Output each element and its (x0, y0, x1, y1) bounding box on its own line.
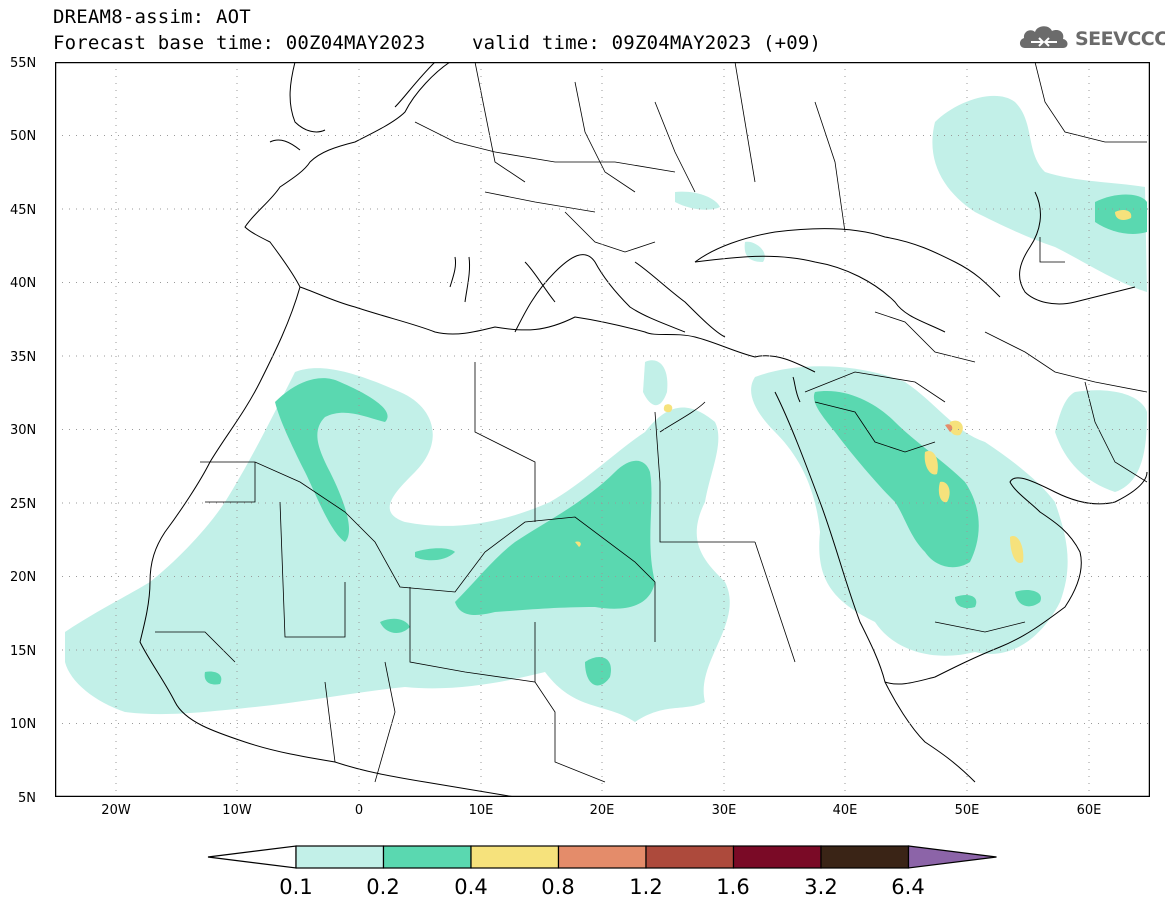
lon-label: 60E (1077, 803, 1102, 818)
lat-label: 20N (10, 570, 36, 585)
colorbar-cell (470, 845, 560, 869)
colorbar-cell (732, 845, 822, 869)
axis-labels: 55N 50N 45N 40N 35N 30N 25N 20N 15N 10N … (10, 56, 1101, 818)
lon-label: 40E (833, 803, 858, 818)
aot-field-0.2-0.4 (204, 194, 1147, 686)
longitude-labels: 20W 10W 0 10E 20E 30E 40E 50E 60E (101, 803, 1101, 818)
aot-field-0.8-1.2 (945, 424, 953, 432)
colorbar-cell (645, 845, 735, 869)
colorbar-over-triangle (907, 845, 997, 869)
colorbar-label: 1.6 (716, 875, 749, 898)
colorbar-cell (557, 845, 647, 869)
coastlines (139, 62, 1148, 797)
latitude-labels: 55N 50N 45N 40N 35N 30N 25N 20N 15N 10N … (10, 56, 36, 806)
logo-text: SEEVCCC (1075, 28, 1165, 50)
cloud-icon (1017, 22, 1071, 56)
lat-label: 35N (10, 350, 36, 365)
lon-label: 0 (355, 803, 363, 818)
colorbar-label: 0.2 (366, 875, 399, 898)
map-frame (55, 62, 1150, 797)
graticule (55, 62, 1150, 797)
colorbar-label: 3.2 (804, 875, 837, 898)
plot-title: DREAM8-assim: AOT (53, 6, 251, 28)
colorbar-cell (295, 845, 385, 869)
colorbar-cell (820, 845, 910, 869)
colorbar-label: 0.1 (279, 875, 312, 898)
lat-label: 10N (10, 717, 36, 732)
lon-label: 30E (712, 803, 737, 818)
lat-label: 45N (10, 203, 36, 218)
lat-label: 25N (10, 497, 36, 512)
lat-label: 15N (10, 644, 36, 659)
lat-label: 55N (10, 56, 36, 71)
plot-subtitle: Forecast base time: 00Z04MAY2023 valid t… (53, 32, 822, 54)
colorbar-label: 0.8 (541, 875, 574, 898)
lon-label: 20E (590, 803, 615, 818)
colorbar-label: 1.2 (629, 875, 662, 898)
lat-label: 5N (18, 791, 36, 806)
colorbar: 0.1 0.2 0.4 0.8 1.2 1.6 3.2 6.4 (207, 845, 997, 898)
colorbar-label: 6.4 (891, 875, 924, 898)
lat-label: 30N (10, 423, 36, 438)
country-borders (155, 62, 1148, 783)
colorbar-under-triangle (207, 845, 297, 869)
aot-field-0.4-0.8 (575, 210, 1132, 563)
lat-label: 50N (10, 129, 36, 144)
lon-label: 20W (101, 803, 131, 818)
lon-label: 50E (955, 803, 980, 818)
colorbar-label: 0.4 (454, 875, 487, 898)
lat-label: 40N (10, 276, 36, 291)
map-panel (55, 62, 1150, 797)
colorbar-cell (382, 845, 472, 869)
lon-label: 10E (469, 803, 494, 818)
lon-label: 10W (222, 803, 252, 818)
colorbar-labels: 0.1 0.2 0.4 0.8 1.2 1.6 3.2 6.4 (279, 875, 924, 898)
logo: SEEVCCC (1017, 22, 1165, 56)
